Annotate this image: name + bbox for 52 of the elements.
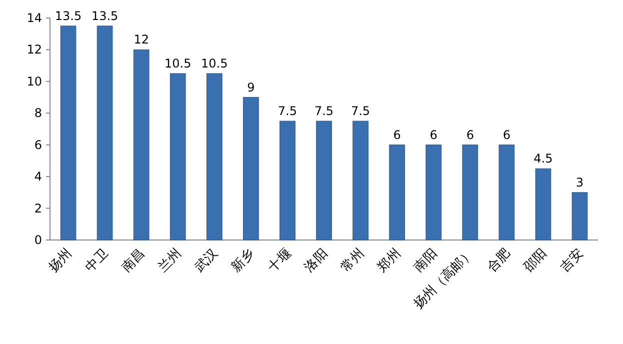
bar <box>572 192 588 240</box>
data-label: 7.5 <box>350 104 370 118</box>
bar <box>96 26 113 240</box>
bar <box>462 144 478 240</box>
data-label: 4.5 <box>534 152 553 166</box>
y-tick-label: 2 <box>34 201 42 216</box>
x-tick-label: 合肥 <box>484 246 514 276</box>
bar <box>133 49 150 240</box>
bar <box>316 120 332 240</box>
bar <box>352 120 368 240</box>
data-label: 13.5 <box>91 8 118 23</box>
data-label: 6 <box>466 128 474 142</box>
x-tick-label: 扬州 <box>46 246 76 276</box>
x-tick-label: 常州 <box>338 246 368 276</box>
x-tick-label: 邵阳 <box>521 246 550 276</box>
x-tick-label: 中卫 <box>82 246 112 276</box>
data-label: 13.5 <box>54 8 82 23</box>
y-tick-label: 12 <box>26 42 42 57</box>
data-label: 10.5 <box>164 56 192 70</box>
data-label: 10.5 <box>201 56 228 70</box>
data-label: 7.5 <box>314 104 334 118</box>
bar <box>206 73 222 240</box>
bar <box>426 144 442 240</box>
y-tick-label: 0 <box>34 233 42 247</box>
bar <box>170 73 186 240</box>
bar <box>498 144 515 240</box>
y-tick-label: 14 <box>26 11 42 25</box>
bar <box>535 168 552 240</box>
x-tick-label: 十堰 <box>265 246 294 276</box>
x-tick-label: 南阳 <box>411 246 440 276</box>
x-tick-label: 郑州 <box>374 246 404 276</box>
data-label: 6 <box>393 128 401 142</box>
data-label: 3 <box>576 175 584 190</box>
data-label: 9 <box>247 80 255 94</box>
x-tick-label: 兰州 <box>156 246 185 276</box>
y-tick-label: 8 <box>34 106 42 120</box>
y-tick-label: 10 <box>26 74 42 88</box>
y-tick-label: 6 <box>34 138 42 152</box>
x-tick-label: 吉安 <box>556 246 587 276</box>
data-label: 6 <box>502 128 510 142</box>
bar <box>243 97 259 240</box>
x-tick-label: 新乡 <box>228 246 258 276</box>
data-label: 7.5 <box>278 104 298 118</box>
y-tick-label: 4 <box>34 170 42 184</box>
x-tick-label: 武汉 <box>192 246 222 276</box>
bar <box>280 120 296 240</box>
x-tick-label: 洛阳 <box>302 246 331 276</box>
bar <box>60 26 76 240</box>
x-tick-label: 南昌 <box>119 246 148 276</box>
data-label: 6 <box>430 128 438 142</box>
bar <box>389 144 405 240</box>
data-label: 12 <box>134 32 149 47</box>
